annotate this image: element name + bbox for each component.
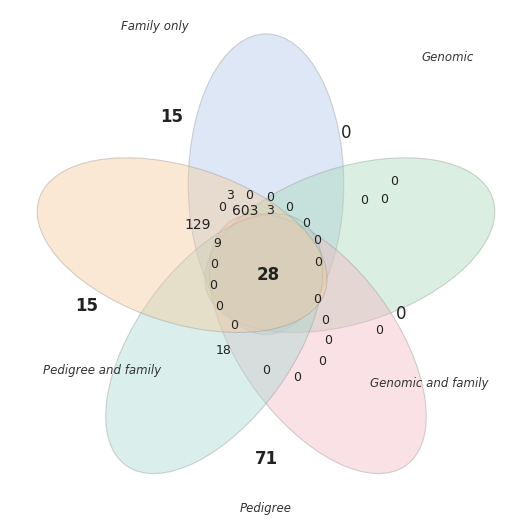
Text: Genomic: Genomic <box>421 51 473 64</box>
Text: 3: 3 <box>266 204 274 216</box>
Text: 3: 3 <box>226 189 234 202</box>
Text: 0: 0 <box>302 216 311 230</box>
Text: 0: 0 <box>245 189 253 202</box>
Text: 0: 0 <box>285 201 293 214</box>
Text: 0: 0 <box>314 256 322 268</box>
Ellipse shape <box>188 34 344 335</box>
Ellipse shape <box>209 214 426 474</box>
Text: 129: 129 <box>184 217 211 232</box>
Text: 0: 0 <box>390 175 398 188</box>
Text: 15: 15 <box>76 297 98 315</box>
Text: 0: 0 <box>218 201 226 214</box>
Text: 15: 15 <box>160 108 183 126</box>
Text: 0: 0 <box>380 193 388 206</box>
Text: Family only: Family only <box>121 19 188 32</box>
Text: 0: 0 <box>262 364 270 377</box>
Text: 0: 0 <box>341 124 352 143</box>
Text: 0: 0 <box>313 293 321 306</box>
Text: 0: 0 <box>293 370 301 384</box>
Text: 0: 0 <box>318 355 326 368</box>
Ellipse shape <box>37 158 327 332</box>
Text: Pedigree and family: Pedigree and family <box>43 364 161 377</box>
Text: 0: 0 <box>313 234 321 247</box>
Text: 0: 0 <box>215 300 223 313</box>
Text: 28: 28 <box>257 266 280 284</box>
Text: 0: 0 <box>324 334 332 347</box>
Text: 0: 0 <box>322 313 330 326</box>
Text: 71: 71 <box>254 450 278 468</box>
Text: 603: 603 <box>232 204 259 218</box>
Text: Pedigree: Pedigree <box>240 503 292 515</box>
Text: 0: 0 <box>361 194 369 208</box>
Text: 18: 18 <box>215 344 231 357</box>
Text: 0: 0 <box>230 319 238 332</box>
Text: Genomic and family: Genomic and family <box>370 377 489 390</box>
Text: 0: 0 <box>209 279 217 292</box>
Text: 0: 0 <box>210 258 218 271</box>
Ellipse shape <box>106 214 323 474</box>
Text: 0: 0 <box>266 191 274 204</box>
Text: 0: 0 <box>396 305 406 323</box>
Text: 0: 0 <box>375 324 383 337</box>
Text: 9: 9 <box>213 237 221 250</box>
Ellipse shape <box>205 158 495 332</box>
